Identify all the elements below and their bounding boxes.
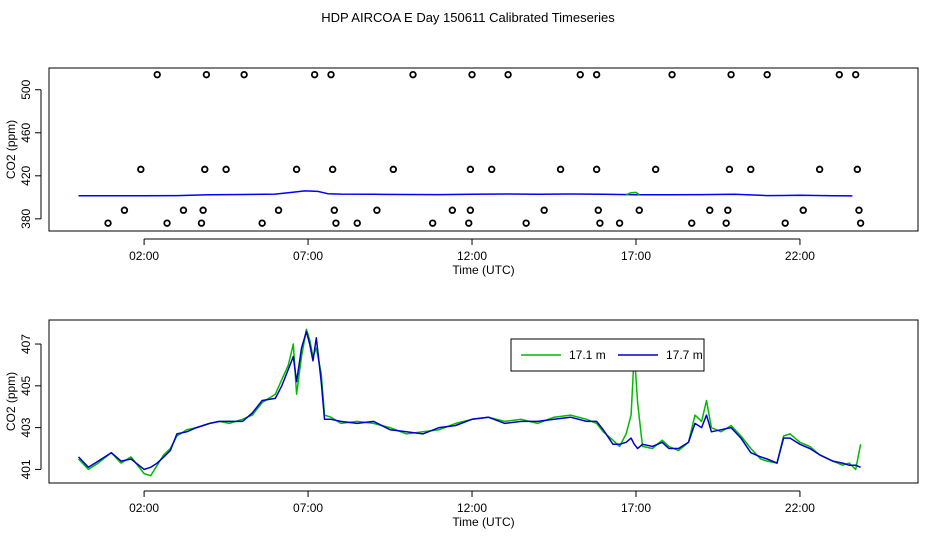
data-point <box>594 206 602 214</box>
data-point <box>522 219 530 227</box>
y-tick-label: 380 <box>19 209 33 229</box>
data-point <box>201 165 209 174</box>
data-point <box>799 206 807 214</box>
data-point <box>104 219 112 227</box>
data-point <box>835 70 843 79</box>
data-point <box>389 165 398 174</box>
x-tick-label: 02:00 <box>129 501 159 515</box>
data-point <box>258 219 266 227</box>
data-point <box>724 206 732 214</box>
legend-label: 17.1 m <box>569 348 606 362</box>
data-point <box>373 206 381 214</box>
data-point <box>504 70 512 79</box>
data-layer <box>77 328 862 477</box>
x-tick-label: 22:00 <box>785 501 815 515</box>
data-point <box>120 206 129 214</box>
x-axis-label: Time (UTC) <box>452 515 514 529</box>
data-point <box>292 165 301 174</box>
data-point <box>747 165 755 174</box>
data-point <box>853 165 862 174</box>
data-point <box>327 70 335 79</box>
data-point <box>487 165 496 174</box>
data-point <box>688 219 696 227</box>
data-point <box>763 70 771 79</box>
data-point <box>330 206 338 214</box>
data-point <box>592 70 601 79</box>
x-tick-label: 22:00 <box>785 249 815 263</box>
data-point <box>428 219 437 227</box>
data-point <box>202 70 211 79</box>
y-tick-label: 401 <box>19 459 33 479</box>
data-point <box>781 219 789 227</box>
y-axis-label: CO2 (ppm) <box>4 372 18 431</box>
data-point <box>328 165 337 174</box>
data-point <box>815 165 824 174</box>
data-point <box>448 206 457 214</box>
y-tick-label: 500 <box>19 79 33 99</box>
data-point <box>332 219 340 227</box>
top-panel-co2-scatter: 02:00 07:00 12:00 17:00 22:00 380 420 460 500 Tim… <box>4 67 919 277</box>
series-line-1 <box>78 190 853 197</box>
bottom-panel-co2-timeseries: 02:00 07:00 12:00 17:00 22:00 401 403 405 407 Tim… <box>4 319 919 529</box>
y-tick-label: 460 <box>19 122 33 142</box>
data-point <box>197 219 206 227</box>
x-tick-label: 12:00 <box>457 501 487 515</box>
legend-label: 17.7 m <box>666 348 703 362</box>
data-point <box>727 70 735 79</box>
data-point <box>722 219 730 227</box>
data-point <box>668 70 676 79</box>
plot-frame <box>48 319 919 484</box>
data-point <box>651 165 660 174</box>
x-tick-label: 17:00 <box>621 501 651 515</box>
series-line-2 <box>625 191 640 196</box>
x-tick-label: 07:00 <box>293 249 323 263</box>
x-tick-label: 17:00 <box>621 249 651 263</box>
plot-frame <box>48 67 919 232</box>
data-point <box>615 219 624 227</box>
x-tick-label: 02:00 <box>129 249 159 263</box>
data-point <box>179 206 188 214</box>
data-point <box>465 219 473 227</box>
x-axis-label: Time (UTC) <box>452 263 514 277</box>
data-point <box>153 70 161 79</box>
data-point <box>274 206 283 214</box>
data-point <box>466 165 475 174</box>
data-point <box>592 165 601 174</box>
data-point <box>706 206 714 214</box>
data-point <box>540 206 548 214</box>
data-point <box>310 70 319 79</box>
x-tick-label: 07:00 <box>293 501 323 515</box>
data-point <box>240 70 248 79</box>
data-point <box>468 70 476 79</box>
data-point <box>466 206 475 214</box>
data-point <box>596 219 604 227</box>
data-point <box>576 70 584 79</box>
data-point <box>635 206 643 214</box>
y-axis-label: CO2 (ppm) <box>4 120 18 179</box>
data-point <box>725 165 734 174</box>
series-line-1 <box>77 330 861 471</box>
data-point <box>137 165 145 174</box>
data-point <box>222 165 230 174</box>
data-point <box>556 165 565 174</box>
y-tick-label: 405 <box>19 375 33 395</box>
y-tick-label: 420 <box>19 165 33 185</box>
chart-title: HDP AIRCOA E Day 150611 Calibrated Times… <box>321 10 615 25</box>
data-layer <box>78 70 865 227</box>
data-point <box>856 219 865 227</box>
y-tick-label: 407 <box>19 334 33 354</box>
data-point <box>851 70 860 79</box>
legend: 17.1 m 17.7 m <box>510 338 705 372</box>
x-tick-label: 12:00 <box>457 249 487 263</box>
data-point <box>199 206 207 214</box>
y-tick-label: 403 <box>19 417 33 437</box>
data-point <box>409 70 417 79</box>
data-point <box>163 219 171 227</box>
data-point <box>353 219 361 227</box>
data-point <box>855 206 863 214</box>
